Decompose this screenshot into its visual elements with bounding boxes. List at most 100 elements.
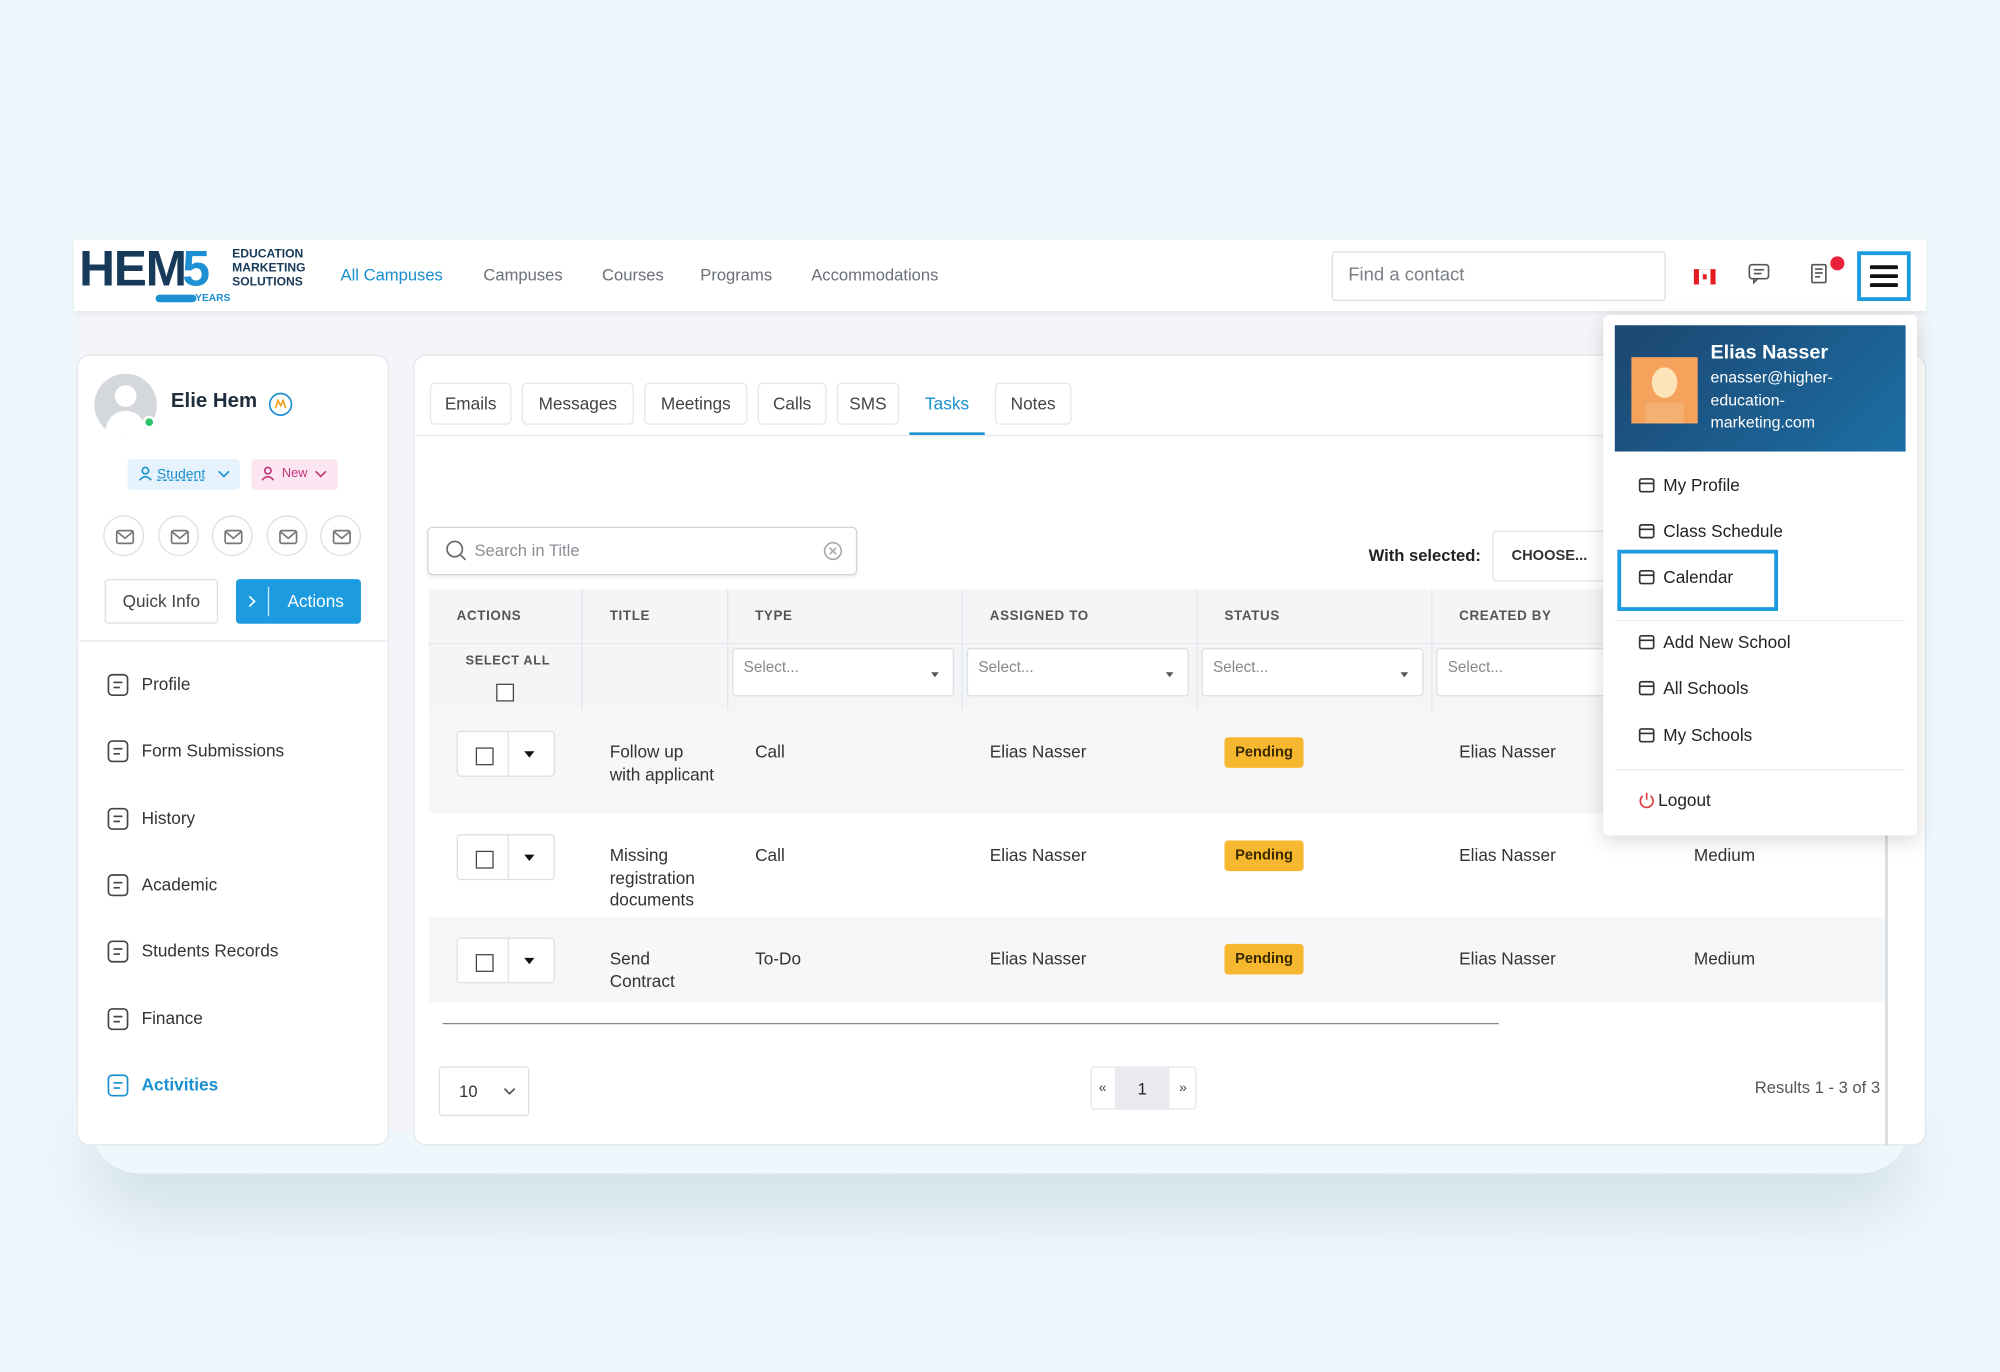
contact-action[interactable] [103,515,145,557]
user-icon [261,466,275,481]
icon-shape [268,392,293,417]
user-menu-item[interactable]: My Profile [1663,475,1740,495]
sidebar-menu-item[interactable]: Form Submissions [141,741,285,761]
action-icon [224,529,243,545]
contact-action[interactable] [266,515,308,557]
sidebar-divider [79,640,388,642]
tab[interactable]: Tasks [925,394,970,414]
task-type: To-Do [755,948,802,969]
quick-info-button[interactable]: Quick Info [104,579,219,624]
page-next[interactable]: » [1179,1080,1187,1096]
icon-shape [279,529,298,545]
row-action-group [456,937,555,984]
row-checkbox[interactable] [475,850,494,869]
sidebar-menu-item[interactable]: Finance [141,1008,203,1028]
contact-action[interactable] [158,515,199,557]
contact-action[interactable] [211,515,253,557]
avatar-head [114,385,137,407]
icon-shape [1400,672,1409,678]
tab[interactable]: Notes [994,382,1072,425]
nav-link[interactable]: All Campuses [340,265,443,285]
menu-icon [107,1074,129,1097]
task-creator: Elias Nasser [1459,845,1556,865]
icon-shape [333,531,351,540]
search-icon [446,540,467,561]
online-dot [142,415,156,429]
clear-icon [823,541,843,561]
column-filter[interactable]: Select... [1201,647,1424,697]
icon-shape [332,529,351,545]
user-menu-item[interactable]: My Schools [1663,725,1753,745]
logo-line: MARKETING [232,261,306,276]
page-size-select[interactable]: 10 [438,1066,530,1117]
status-badge: Pending [1224,840,1304,872]
icon-shape [1638,635,1655,650]
icon-shape [1638,680,1655,696]
user-name: Elias Nasser [1710,341,1829,364]
select-all-checkbox[interactable] [496,683,515,702]
contact-search[interactable]: Find a contact [1331,251,1666,302]
task-title: Follow up with applicant [609,742,715,784]
column-filter[interactable]: Select... [966,647,1189,697]
sidebar-menu-item[interactable]: Academic [141,874,218,894]
avatar-body [105,410,146,437]
user-email: enasser@higher-education-marketing.com [1710,368,1834,432]
sidebar-menu-item[interactable]: Students Records [141,941,279,961]
page-current[interactable]: 1 [1114,1066,1170,1110]
tab[interactable]: Meetings [644,382,748,425]
row-action-group [456,834,555,881]
row-action-sep [507,835,509,879]
sidebar-menu-item[interactable]: Activities [141,1074,219,1095]
menu-bar [1869,283,1898,287]
contact-action[interactable] [320,515,361,557]
user-menu-item[interactable]: Add New School [1663,632,1791,652]
column-filter[interactable]: Select... [732,647,955,697]
menu-bar [1869,274,1898,279]
task-type: Call [755,742,785,762]
actions-button[interactable]: Actions [235,579,361,624]
user-menu-item[interactable]: All Schools [1663,678,1749,698]
role-tag[interactable]: Student [127,459,240,490]
bulk-action-select[interactable]: CHOOSE... [1492,530,1620,582]
tab[interactable]: Emails [429,382,512,425]
icon-shape [107,940,129,963]
icon-shape [931,672,939,678]
status-tag[interactable]: New [251,459,339,490]
item-icon [1639,792,1654,809]
nav-link[interactable]: Accommodations [811,265,939,285]
icon-shape [107,673,129,696]
column-divider [727,589,729,711]
user-icon [139,466,152,481]
sidebar-menu-item[interactable]: History [141,808,196,828]
column-divider [581,589,583,711]
status-badge: Pending [1224,737,1304,768]
icon-shape [1638,478,1655,493]
page-prev[interactable]: « [1098,1080,1107,1096]
column-header: TITLE [609,608,651,624]
tab[interactable]: Messages [521,382,634,425]
tab[interactable]: SMS [836,382,900,425]
icon-shape [116,531,134,540]
badge-icon [268,392,293,417]
actions-label: Actions [287,591,344,611]
row-checkbox[interactable] [475,954,494,972]
table-row [428,917,1886,1003]
flag-leaf [1702,274,1707,280]
chevron [503,1088,516,1095]
nav-link[interactable]: Campuses [483,265,563,285]
row-checkbox[interactable] [475,747,494,766]
menu-toggle[interactable] [1857,251,1911,302]
title-search[interactable]: Search in Title [427,526,858,576]
user-menu-item[interactable]: Logout [1658,790,1711,810]
user-menu-item[interactable]: Class Schedule [1663,521,1783,541]
menu-icon [107,807,129,830]
icon-shape [263,466,272,475]
flag[interactable] [1693,269,1716,285]
sidebar-menu-item[interactable]: Profile [141,674,191,694]
tab[interactable]: Calls [757,382,827,425]
nav-link[interactable]: Programs [700,265,773,285]
task-priority: Medium [1693,948,1756,969]
user-menu-item[interactable]: Calendar [1663,567,1734,587]
nav-link[interactable]: Courses [602,265,664,285]
